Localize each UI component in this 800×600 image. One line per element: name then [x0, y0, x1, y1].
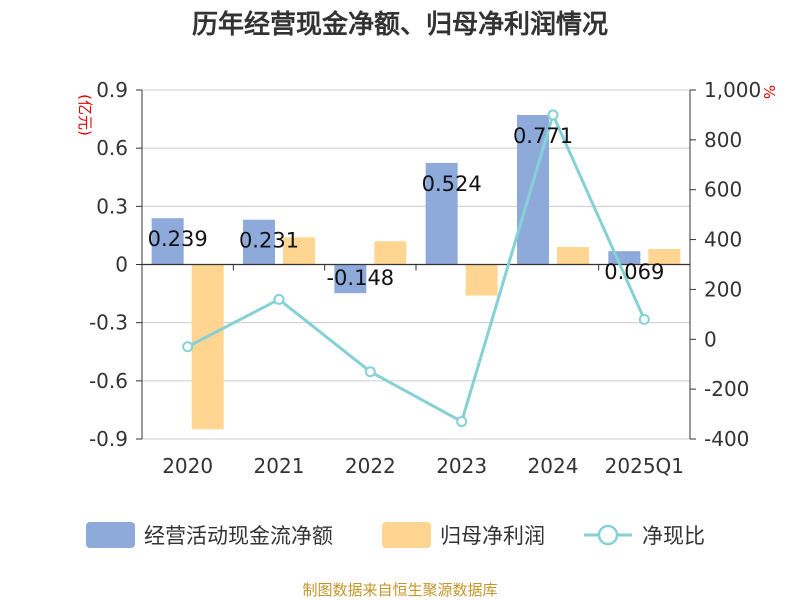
bars [151, 115, 681, 430]
left-tick-label: -0.6 [89, 369, 128, 393]
ratio-point [182, 341, 194, 353]
ratio-point [456, 416, 468, 428]
legend-swatch [382, 522, 431, 548]
legend-label: 归母净利润 [440, 524, 545, 548]
cashflow-data-label: 0.231 [239, 229, 299, 253]
left-tick-label: 0 [115, 253, 128, 277]
cashflow-data-label: 0.771 [513, 124, 573, 148]
net-profit-bar [191, 264, 224, 430]
right-tick-label: 1,000 [704, 78, 761, 102]
category-label: 2020 [162, 454, 213, 478]
left-axis-unit: (亿元) [76, 94, 94, 136]
ratio-line-path [186, 110, 646, 424]
net-profit-bar [283, 237, 315, 265]
cashflow-data-label: 0.069 [604, 260, 664, 284]
left-tick-label: -0.3 [89, 311, 128, 335]
data-labels: 0.239 0.231 -0.148 0.524 0.771 0.069 [148, 124, 665, 290]
cashflow-data-label: 0.239 [148, 227, 208, 251]
cashflow-bar [243, 219, 275, 265]
ratio-point [273, 293, 285, 305]
left-tick-label: 0.3 [96, 194, 128, 218]
axes: -0.9 -0.6 -0.3 0 0.3 0.6 0.9 -400 -200 0 200 400 600… [89, 78, 761, 478]
net-profit-bar [648, 248, 681, 265]
cashflow-data-label: -0.148 [326, 266, 394, 290]
ratio-point [638, 313, 650, 325]
category-label: 2022 [345, 454, 396, 478]
category-label: 2024 [528, 454, 579, 478]
left-tick-label: 0.9 [96, 78, 128, 102]
right-tick-label: 800 [704, 128, 742, 152]
net-profit-bar [374, 241, 407, 265]
right-tick-label: -400 [704, 427, 749, 451]
legend-net-profit: 归母净利润 [382, 522, 545, 548]
legend-label: 经营活动现金流净额 [144, 524, 333, 548]
source-note: 制图数据来自恒生聚源数据库 [302, 581, 497, 599]
right-tick-label: 600 [704, 178, 742, 202]
right-axis-unit: % [760, 85, 778, 99]
ratio-point [547, 109, 559, 121]
cashflow-bar [425, 162, 458, 265]
legend-swatch [86, 522, 135, 548]
category-label: 2025Q1 [605, 454, 684, 478]
legend-label: 净现比 [642, 524, 705, 548]
net-profit-bar [557, 247, 589, 265]
category-label: 2021 [254, 454, 305, 478]
chart-title: 历年经营现金净额、归母净利润情况 [192, 9, 608, 40]
cashflow-data-label: 0.524 [422, 172, 482, 196]
left-tick-label: 0.6 [96, 136, 128, 160]
right-tick-label: 400 [704, 228, 742, 252]
cashflow-bar [151, 218, 184, 265]
legend: 经营活动现金流净额 归母净利润 净现比 [86, 522, 705, 548]
ratio-line [182, 109, 650, 428]
ratio-point [364, 366, 376, 378]
right-tick-label: -200 [704, 377, 749, 401]
left-tick-label: -0.9 [89, 427, 128, 451]
legend-ratio: 净现比 [584, 524, 705, 548]
right-tick-label: 0 [704, 327, 717, 351]
net-profit-bar [465, 264, 498, 296]
cashflow-bar [517, 115, 549, 265]
legend-marker [597, 524, 619, 546]
cashflow-bar [334, 264, 367, 294]
category-label: 2023 [436, 454, 487, 478]
right-tick-label: 200 [704, 277, 742, 301]
legend-cashflow: 经营活动现金流净额 [86, 522, 333, 548]
